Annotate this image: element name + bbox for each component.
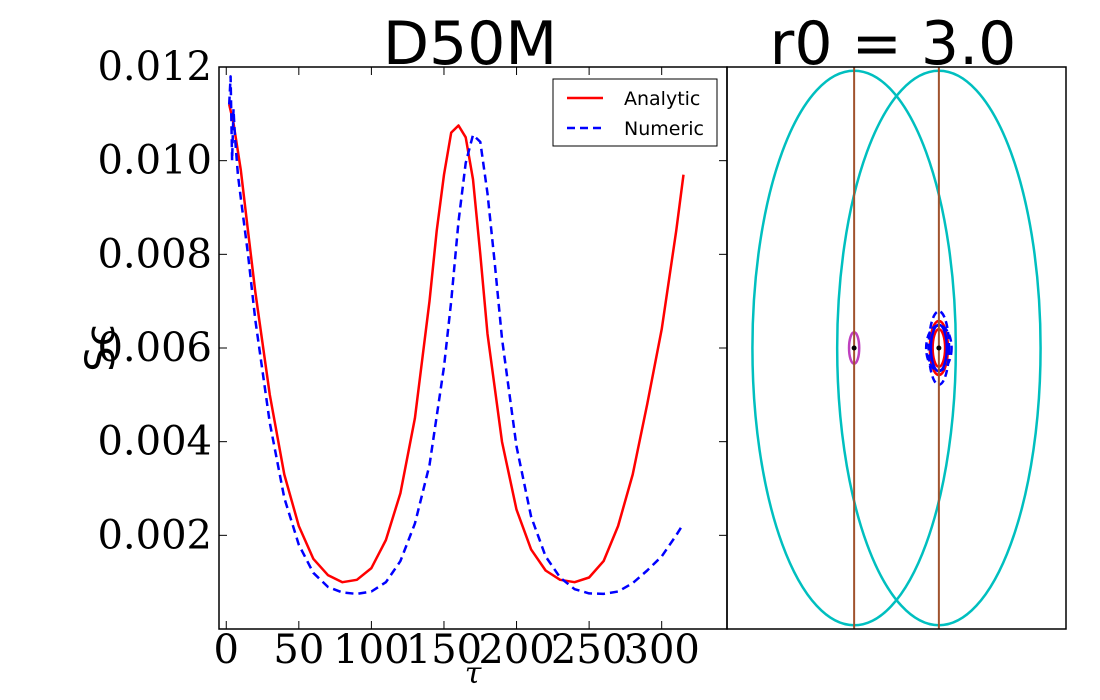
y-tick-label: 0.004 xyxy=(97,419,212,465)
left-plot-frame xyxy=(218,66,728,630)
left-series-lines xyxy=(227,75,685,596)
x-tick-label: 50 xyxy=(273,627,324,673)
y-tick-label: 0.002 xyxy=(97,512,212,558)
right-plot-frame xyxy=(726,66,1067,630)
legend-label-analytic: Analytic xyxy=(624,88,700,110)
center-point-1 xyxy=(936,345,942,351)
y-tick-label: 0.012 xyxy=(97,44,212,90)
series-line-numeric xyxy=(227,75,685,596)
series-line-analytic xyxy=(227,104,685,584)
x-tick-label: 200 xyxy=(478,627,554,673)
legend-box xyxy=(552,78,718,147)
center-point-0 xyxy=(851,345,857,351)
legend-label-numeric: Numeric xyxy=(624,118,704,140)
legend: Analytic Numeric xyxy=(552,78,718,147)
x-tick-label: 300 xyxy=(624,627,700,673)
y-tick-label: 0.010 xyxy=(97,138,212,184)
left-x-axis-label: τ xyxy=(465,656,482,691)
left-chart-title: D50M xyxy=(383,9,557,79)
right-panel: r0 = 3.0 xyxy=(726,9,1067,630)
y-tick-label: 0.006 xyxy=(97,325,212,371)
y-tick-label: 0.008 xyxy=(97,231,212,277)
x-tick-label: 250 xyxy=(551,627,627,673)
x-tick-label: 150 xyxy=(406,627,482,673)
right-plot-shapes xyxy=(751,67,1042,629)
x-tick-label: 100 xyxy=(333,627,409,673)
x-tick-label: 0 xyxy=(214,627,239,673)
right-chart-title: r0 = 3.0 xyxy=(770,9,1017,79)
left-y-axis-label: Sc xyxy=(78,324,124,371)
